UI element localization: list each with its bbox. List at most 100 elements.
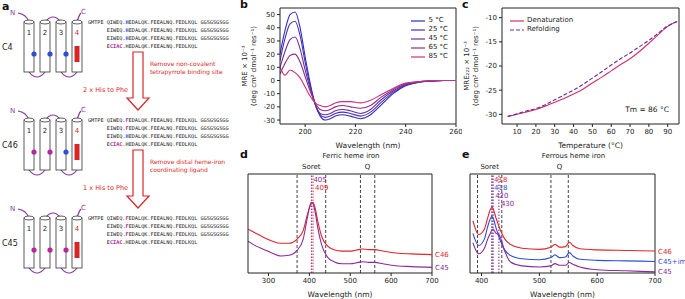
svg-text:EIWEQ.FEDALQK.FEEALNQ.FEDLKQL: EIWEQ.FEDALQK.FEEALNQ.FEDLKQL GGSGSGSGG (107, 231, 229, 237)
svg-text:Remove non-covalent: Remove non-covalent (150, 60, 216, 67)
svg-text:Wavelength (nm): Wavelength (nm) (308, 290, 373, 299)
svg-text:400: 400 (475, 277, 488, 285)
svg-text:C45: C45 (658, 268, 672, 276)
svg-text:C45: C45 (2, 239, 18, 248)
svg-text:700: 700 (425, 277, 438, 285)
svg-text:200: 200 (298, 128, 311, 136)
svg-text:2: 2 (43, 225, 47, 233)
svg-text:600: 600 (591, 277, 604, 285)
svg-text:C46: C46 (2, 141, 18, 150)
svg-text:3: 3 (59, 127, 63, 135)
svg-text:220: 220 (349, 128, 362, 136)
svg-text:ECIAC.HEDALQK.FEEALNQ.FEDLKQL: ECIAC.HEDALQK.FEEALNQ.FEDLKQL (107, 239, 198, 245)
svg-text:C: C (81, 204, 86, 212)
svg-text:tetrapyrrole binding site: tetrapyrrole binding site (150, 68, 223, 76)
svg-text:0: 0 (271, 77, 275, 85)
html-text:Tm = 86 °C: Tm = 86 °C (625, 105, 669, 114)
svg-text:1: 1 (27, 127, 31, 135)
svg-text:4: 4 (75, 29, 80, 37)
svg-text:EIWEQ.FEDALQK.FEEALNQ.FEDLKQL: EIWEQ.FEDALQK.FEEALNQ.FEDLKQL GGSGSGSGG (107, 223, 229, 229)
svg-text:70: 70 (626, 128, 635, 136)
svg-text:430: 430 (501, 200, 514, 208)
svg-text:C4: C4 (2, 43, 13, 52)
svg-text:Wavelength (nm): Wavelength (nm) (530, 290, 595, 299)
svg-text:4: 4 (75, 225, 80, 233)
svg-text:20: 20 (531, 128, 540, 136)
svg-text:2: 2 (43, 29, 47, 37)
svg-text:50: 50 (588, 128, 597, 136)
svg-text:Soret: Soret (302, 163, 321, 171)
svg-text:GMTPE QIWEQ.HEDALQK.FEEALNQ.FE: GMTPE QIWEQ.HEDALQK.FEEALNQ.FEDLKQL GGSG… (88, 19, 229, 25)
svg-text:GMTPE QIWEQ.FEDALQK.FEEALNQ.FE: GMTPE QIWEQ.FEDALQK.FEEALNQ.FEDLKQL GGSG… (88, 215, 229, 221)
svg-text:N: N (10, 205, 15, 213)
svg-text:1: 1 (27, 225, 31, 233)
svg-text:N: N (10, 107, 15, 115)
svg-text:C46: C46 (435, 251, 449, 259)
svg-text:-30: -30 (264, 117, 275, 125)
svg-text:500: 500 (344, 277, 357, 285)
svg-text:600: 600 (384, 277, 397, 285)
svg-text:MRE × 10⁻³(deg cm² dmol⁻¹ res⁻: MRE × 10⁻³(deg cm² dmol⁻¹ res⁻¹) (241, 26, 258, 106)
svg-text:C45+im: C45+im (658, 258, 685, 266)
svg-text:C46: C46 (658, 248, 672, 256)
svg-text:40: 40 (569, 128, 578, 136)
svg-text:-30: -30 (486, 111, 497, 119)
svg-text:30: 30 (550, 128, 559, 136)
svg-text:418: 418 (494, 176, 507, 184)
svg-text:-10: -10 (264, 90, 275, 98)
svg-text:409: 409 (315, 184, 328, 192)
svg-text:10: 10 (513, 128, 522, 136)
svg-text:Soret: Soret (480, 163, 499, 171)
svg-text:500: 500 (533, 277, 546, 285)
svg-text:20: 20 (266, 51, 275, 59)
svg-text:418: 418 (494, 184, 507, 192)
svg-text:40: 40 (266, 24, 275, 32)
svg-text:60: 60 (607, 128, 616, 136)
svg-text:80: 80 (644, 128, 653, 136)
svg-text:50: 50 (266, 11, 275, 19)
svg-text:Remove distal heme-iron: Remove distal heme-iron (150, 158, 225, 165)
svg-text:-25: -25 (486, 87, 497, 95)
svg-text:EIWEQ.HEDALQK.FEEALNQ.FEDLKQL: EIWEQ.HEDALQK.FEEALNQ.FEDLKQL GGSGSGSGG (107, 35, 229, 41)
svg-text:4: 4 (75, 127, 80, 135)
svg-text:400: 400 (303, 277, 316, 285)
svg-text:Temperature (°C): Temperature (°C) (557, 141, 623, 150)
svg-text:Wavelength (nm): Wavelength (nm) (336, 141, 401, 150)
svg-text:30: 30 (266, 37, 275, 45)
svg-text:2: 2 (43, 127, 47, 135)
svg-text:C45: C45 (435, 264, 449, 272)
svg-text:300: 300 (262, 277, 275, 285)
svg-text:-10: -10 (486, 14, 497, 22)
svg-text:N: N (10, 9, 15, 17)
svg-text:GMTPE QIWEQ.FEDALQK.FEEALNQ.FE: GMTPE QIWEQ.FEDALQK.FEEALNQ.FEDLKQL GGSG… (88, 117, 229, 123)
svg-text:C: C (81, 106, 86, 114)
svg-text:C: C (81, 8, 86, 16)
svg-text:240: 240 (399, 128, 412, 136)
html-text:5 °C: 5 °C (428, 16, 444, 24)
svg-text:420: 420 (495, 192, 508, 200)
svg-text:Q: Q (365, 163, 371, 171)
svg-text:coordinating ligand: coordinating ligand (150, 166, 208, 174)
svg-text:10: 10 (266, 64, 275, 72)
svg-text:3: 3 (59, 225, 63, 233)
svg-text:1 x His to Phe: 1 x His to Phe (83, 184, 128, 192)
svg-text:MRE₂₂₂ × 10⁻³(deg cm² dmol⁻¹ r: MRE₂₂₂ × 10⁻³(deg cm² dmol⁻¹ res⁻¹) (463, 26, 480, 106)
svg-text:EIWEQ.HEDALQK.FEEALNQ.FEDLKQL: EIWEQ.HEDALQK.FEEALNQ.FEDLKQL GGSGSGSGG (107, 27, 229, 33)
svg-text:405: 405 (313, 176, 326, 184)
svg-text:ECIAC.HEDALQK.FEEALNQ.FEDLKQL: ECIAC.HEDALQK.FEEALNQ.FEDLKQL (107, 141, 198, 147)
svg-text:EIWEQ.FEDALQK.FEEALNQ.FEDLKQL: EIWEQ.FEDALQK.FEEALNQ.FEDLKQL GGSGSGSGG (107, 125, 229, 131)
svg-text:700: 700 (648, 277, 661, 285)
svg-text:-20: -20 (264, 103, 275, 111)
svg-text:2 x His to Phe: 2 x His to Phe (83, 86, 128, 94)
svg-text:-15: -15 (486, 38, 497, 46)
svg-text:-20: -20 (486, 62, 497, 70)
svg-text:260: 260 (449, 128, 462, 136)
svg-text:3: 3 (59, 29, 63, 37)
svg-text:1: 1 (27, 29, 31, 37)
svg-text:EIWEQ.HEDALQK.FEEALNQ.FEDLKQL: EIWEQ.HEDALQK.FEEALNQ.FEDLKQL GGSGSGSGG (107, 133, 229, 139)
html-text:25 °C: 25 °C (428, 25, 448, 33)
svg-text:Q: Q (557, 163, 563, 171)
svg-text:a: a (2, 0, 9, 13)
svg-text:ECIAC.HEDALQK.FEEALNQ.FEDLKQL: ECIAC.HEDALQK.FEEALNQ.FEDLKQL (107, 43, 198, 49)
svg-text:90: 90 (663, 128, 672, 136)
